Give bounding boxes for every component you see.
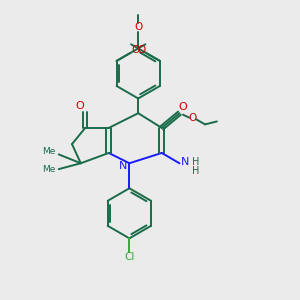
Text: O: O: [137, 45, 146, 55]
Text: Me: Me: [42, 147, 55, 156]
Text: O: O: [189, 113, 197, 124]
Text: N: N: [181, 157, 190, 167]
Text: O: O: [76, 101, 84, 111]
Text: N: N: [119, 161, 128, 171]
Text: Me: Me: [42, 165, 55, 174]
Text: O: O: [131, 45, 139, 55]
Text: O: O: [178, 102, 187, 112]
Text: Cl: Cl: [124, 252, 135, 262]
Text: H: H: [192, 166, 199, 176]
Text: O: O: [134, 22, 142, 32]
Text: H: H: [192, 157, 199, 167]
